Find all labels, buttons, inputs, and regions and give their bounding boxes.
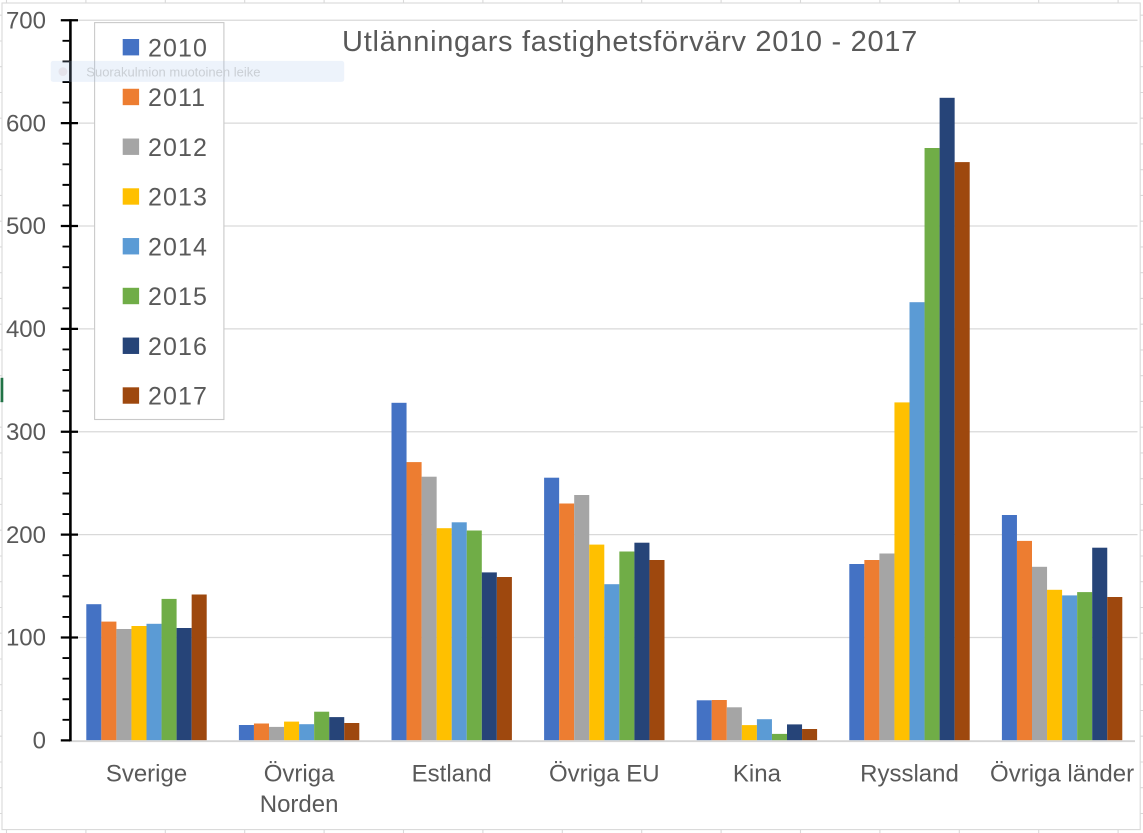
svg-text:Övriga EU: Övriga EU [549, 761, 660, 788]
svg-text:Utlänningars fastighetsförvärv: Utlänningars fastighetsförvärv 2010 - 20… [342, 26, 918, 58]
svg-text:2010: 2010 [148, 34, 208, 62]
svg-text:2017: 2017 [148, 383, 208, 411]
svg-text:300: 300 [6, 419, 46, 446]
svg-text:Kina: Kina [733, 761, 782, 788]
svg-text:0: 0 [33, 728, 46, 755]
svg-text:200: 200 [6, 522, 46, 549]
svg-text:2016: 2016 [148, 333, 208, 361]
svg-text:Ryssland: Ryssland [860, 761, 959, 788]
svg-text:2011: 2011 [148, 84, 206, 112]
svg-text:Övriga: Övriga [264, 761, 335, 788]
svg-text:500: 500 [6, 213, 46, 240]
svg-text:2012: 2012 [148, 134, 208, 162]
svg-text:700: 700 [6, 7, 46, 34]
svg-text:Sverige: Sverige [106, 761, 187, 788]
svg-text:2015: 2015 [148, 283, 208, 311]
svg-text:Estland: Estland [412, 761, 492, 788]
svg-text:Suorakulmion muotoinen leike: Suorakulmion muotoinen leike [86, 64, 260, 79]
svg-text:2013: 2013 [148, 184, 208, 212]
svg-text:100: 100 [6, 625, 46, 652]
svg-text:Norden: Norden [260, 791, 339, 818]
svg-text:Övriga länder: Övriga länder [990, 761, 1134, 788]
svg-text:2014: 2014 [148, 233, 208, 261]
svg-text:600: 600 [6, 110, 46, 137]
svg-text:400: 400 [6, 316, 46, 343]
